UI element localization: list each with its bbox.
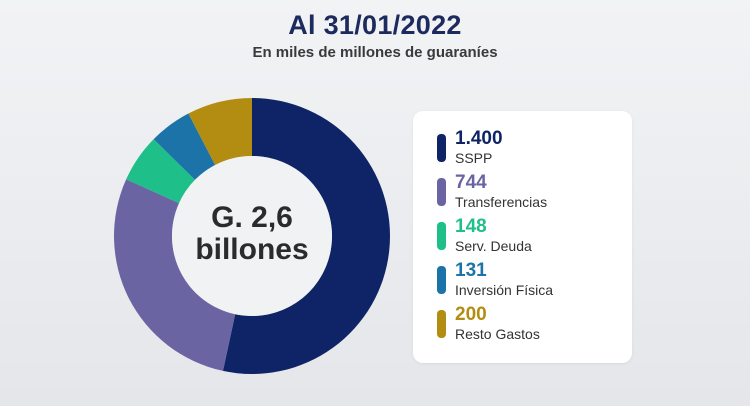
donut-hole — [172, 156, 332, 316]
donut-slice-sspp — [222, 98, 390, 375]
legend-value: 744 — [455, 172, 487, 193]
legend-swatch — [437, 178, 446, 206]
legend-label: Serv. Deuda — [455, 238, 532, 254]
legend-label: Resto Gastos — [455, 326, 540, 342]
legend-label: Transferencias — [455, 194, 548, 210]
legend-swatch — [437, 266, 446, 294]
legend-swatch — [437, 134, 446, 162]
chart-title: Al 31/01/2022 — [288, 10, 462, 40]
donut-slice-transferencias — [113, 179, 236, 371]
legend-value: 131 — [455, 260, 487, 281]
chart-subtitle: En miles de millones de guaraníes — [252, 44, 498, 61]
donut-slice-serv-deuda — [126, 139, 196, 204]
legend-value: 200 — [455, 304, 487, 325]
donut-slice-resto-gastos — [188, 98, 252, 166]
center-total: G. 2,6 — [211, 201, 293, 234]
donut-center-label: G. 2,6 billones — [168, 202, 336, 266]
legend-label: SSPP — [455, 150, 493, 166]
center-unit: billones — [195, 233, 309, 266]
legend-panel: 1.400 SSPP 744 Transferencias 148 Serv. … — [413, 111, 632, 363]
legend-value: 148 — [455, 216, 487, 237]
legend-swatch — [437, 310, 446, 338]
legend-swatch — [437, 222, 446, 250]
legend-value: 1.400 — [455, 128, 503, 149]
legend-label: Inversión Física — [455, 282, 554, 298]
donut-slice-inversi-n-f-sica — [153, 113, 216, 180]
